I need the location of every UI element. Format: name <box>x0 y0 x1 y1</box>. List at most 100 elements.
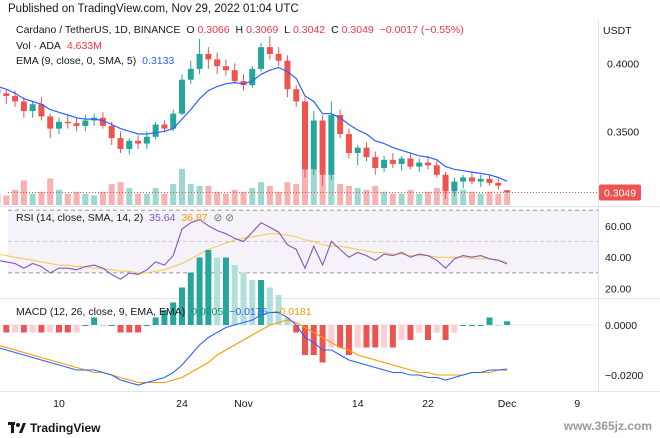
macd-histogram-bar <box>266 287 273 325</box>
volume-bar <box>275 191 282 205</box>
macd-histogram-bar <box>495 325 502 326</box>
candle-body <box>407 158 414 167</box>
high-value: 0.3069 <box>246 24 279 36</box>
time-tick-label: Nov <box>234 398 253 410</box>
macd-hist-value: 0.0005 <box>191 306 224 318</box>
ema-label: EMA (9, close, 0, SMA, 5) <box>16 55 137 67</box>
macd-label: MACD (12, 26, close, 9, EMA, EMA) <box>16 306 186 318</box>
volume-bar <box>460 189 467 205</box>
candle-body <box>29 104 36 111</box>
rsi-legend: RSI (14, close, SMA, 14, 2) 35.64 36.87 … <box>16 212 237 224</box>
volume-bar <box>222 193 229 205</box>
macd-histogram-bar <box>12 325 19 333</box>
candle-body <box>38 104 45 117</box>
macd-histogram-bar <box>82 325 89 326</box>
macd-histogram-bar <box>20 325 27 333</box>
candle-body <box>187 68 194 80</box>
volume-bar <box>240 191 247 205</box>
volume-bar <box>99 191 106 205</box>
volume-bar <box>433 187 440 205</box>
price-legend: Cardano / TetherUS, 1D, BINANCE O 0.3066 … <box>16 24 467 36</box>
macd-histogram-bar <box>258 280 265 325</box>
eye-icon[interactable]: ⊘ ⊘ <box>213 212 235 224</box>
brand-footer[interactable]: TradingView <box>8 421 100 435</box>
macd-signal-line <box>0 319 508 384</box>
macd-histogram-bar <box>337 325 344 348</box>
candle-body <box>108 125 115 139</box>
candle-body <box>161 124 168 129</box>
rsi-ma-line <box>0 233 508 274</box>
volume-bar <box>504 193 511 205</box>
volume-bar <box>170 184 177 205</box>
close-label: C <box>331 24 339 36</box>
time-tick-label: 22 <box>422 398 434 410</box>
macd-histogram-bar <box>205 250 212 325</box>
candle-body <box>205 53 212 60</box>
volume-bar <box>486 191 493 205</box>
candle-body <box>504 190 511 193</box>
volume-bar <box>266 186 273 205</box>
candle-body <box>293 89 300 102</box>
macd-histogram-bar <box>117 325 124 333</box>
candle-body <box>126 140 133 149</box>
close-value: 0.3049 <box>341 24 374 36</box>
rsi-tick-label: 20.00 <box>605 284 631 296</box>
macd-histogram-bar <box>345 325 352 355</box>
volume-bar <box>407 189 414 205</box>
volume-bar <box>468 191 475 205</box>
candle-body <box>179 79 185 114</box>
volume-bar <box>302 167 308 205</box>
candle-body <box>3 93 10 97</box>
macd-histogram-bar <box>187 272 194 325</box>
macd-histogram-bar <box>249 280 256 325</box>
current-price-label: 0.3049 <box>604 188 636 200</box>
macd-histogram-bar <box>433 325 440 333</box>
time-tick-label: 24 <box>176 398 188 410</box>
candle-body <box>451 181 458 192</box>
macd-histogram-bar <box>451 325 458 333</box>
volume-bar <box>64 193 71 205</box>
symbol-label: Cardano / TetherUS, 1D, BINANCE <box>16 24 181 36</box>
macd-histogram-bar <box>91 317 98 325</box>
volume-bar <box>73 191 80 205</box>
macd-histogram-bar <box>389 325 396 348</box>
current-price-badge <box>599 184 641 201</box>
watermark: www.365jz.com <box>563 419 652 433</box>
volume-bar <box>117 182 124 205</box>
macd-histogram-bar <box>284 317 291 325</box>
rsi-tick-label: 40.00 <box>605 252 631 264</box>
ema-line <box>0 66 508 182</box>
volume-bar <box>310 168 317 205</box>
open-label: O <box>186 24 195 36</box>
volume-bar <box>126 187 133 205</box>
macd-histogram-bar <box>29 325 36 333</box>
candle-body <box>310 120 317 170</box>
low-label: L <box>284 24 291 36</box>
candle-body <box>20 101 27 111</box>
macd-histogram-bar <box>328 325 335 348</box>
macd-histogram-bar <box>222 257 229 325</box>
volume-bar <box>363 189 370 205</box>
volume-bar <box>91 195 98 205</box>
macd-histogram-bar <box>302 325 308 355</box>
rsi-ma-value: 36.87 <box>181 212 208 224</box>
macd-histogram-bar <box>425 325 431 340</box>
macd-histogram-bar <box>416 325 423 333</box>
macd-histogram-bar <box>0 325 1 333</box>
change-value: −0.0017 (−0.55%) <box>379 24 464 36</box>
volume-bar <box>284 182 291 205</box>
volume-bar <box>161 193 168 205</box>
candle-body <box>82 120 89 126</box>
volume-bar <box>196 186 203 205</box>
macd-histogram-bar <box>293 325 300 333</box>
published-header: Published on TradingView.com, Nov 29, 20… <box>8 3 299 15</box>
candle-body <box>372 157 379 168</box>
time-tick-label: Dec <box>498 398 517 410</box>
macd-histogram-bar <box>64 325 71 333</box>
candle-body <box>477 178 484 182</box>
candle-body <box>240 81 247 86</box>
volume-bar <box>381 191 388 205</box>
candle-body <box>416 162 423 167</box>
candle-body <box>135 140 142 144</box>
